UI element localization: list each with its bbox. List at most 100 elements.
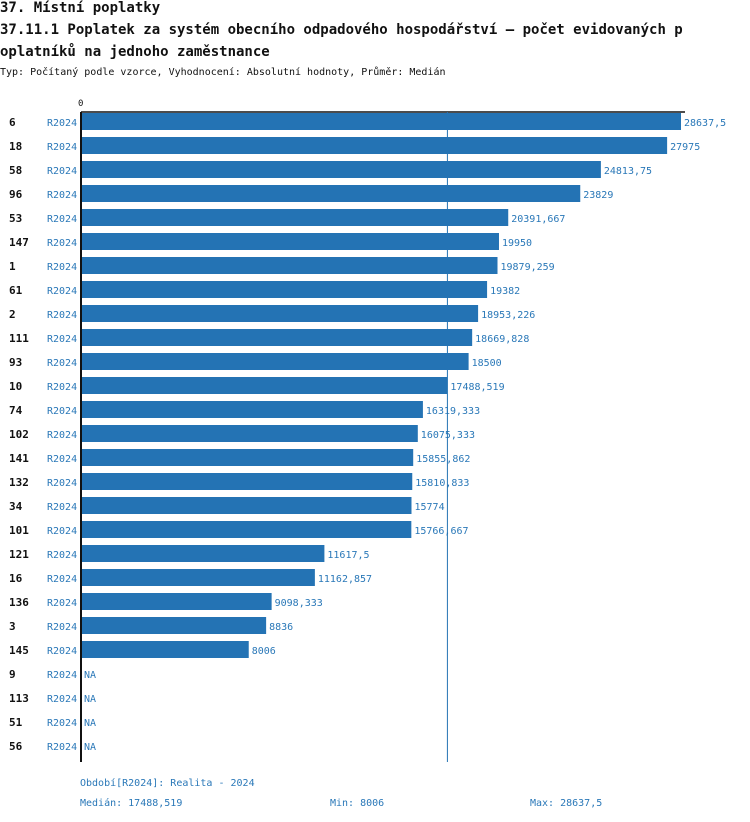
bar (81, 305, 479, 322)
row-id-label: 101 (9, 524, 29, 537)
bar (81, 593, 272, 610)
row-id-label: 147 (9, 236, 29, 249)
bar (81, 617, 267, 634)
bar (81, 449, 414, 466)
bar (81, 377, 448, 394)
row-period-label: R2024 (47, 406, 77, 417)
bar-value-label: 9098,333 (275, 598, 323, 609)
row-period-label: R2024 (47, 238, 77, 249)
bar (81, 641, 249, 658)
row-id-label: 141 (9, 452, 29, 465)
row-id-label: 96 (9, 188, 23, 201)
bar (81, 113, 681, 130)
row-id-label: 102 (9, 428, 29, 441)
row-id-label: 132 (9, 476, 29, 489)
bar-value-label: 11162,857 (318, 574, 372, 585)
row-period-label: R2024 (47, 214, 77, 225)
row-period-label: R2024 (47, 190, 77, 201)
bar-value-label: 20391,667 (511, 214, 565, 225)
bar-value-label: 24813,75 (604, 166, 652, 177)
bar (81, 281, 488, 298)
row-period-label: R2024 (47, 166, 77, 177)
row-period-label: R2024 (47, 598, 77, 609)
bar (81, 257, 498, 274)
bar-value-label: 27975 (670, 142, 700, 153)
bar-value-label: 17488,519 (450, 382, 504, 393)
row-period-label: R2024 (47, 382, 77, 393)
bar (81, 329, 473, 346)
row-id-label: 10 (9, 380, 22, 393)
row-period-label: R2024 (47, 262, 77, 273)
bar-value-label: 28637,5 (684, 118, 726, 129)
row-id-label: 145 (9, 644, 29, 657)
bar-value-label: NA (84, 718, 96, 729)
row-period-label: R2024 (47, 286, 77, 297)
row-id-label: 2 (9, 308, 16, 321)
row-period-label: R2024 (47, 142, 77, 153)
bar (81, 545, 325, 562)
bar-value-label: 18953,226 (481, 310, 535, 321)
row-id-label: 61 (9, 284, 23, 297)
row-period-label: R2024 (47, 574, 77, 585)
row-period-label: R2024 (47, 358, 77, 369)
bar (81, 473, 413, 490)
bar-value-label: 19382 (490, 286, 520, 297)
bar-value-label: 18669,828 (475, 334, 529, 345)
indicator-title-line2: oplatníků na jednoho zaměstnance (0, 44, 270, 60)
row-id-label: 1 (9, 260, 16, 273)
indicator-title-line1: 37.11.1 Poplatek za systém obecního odpa… (0, 22, 683, 38)
bar (81, 233, 499, 250)
bar (81, 401, 423, 418)
row-period-label: R2024 (47, 502, 77, 513)
row-period-label: R2024 (47, 718, 77, 729)
row-id-label: 6 (9, 116, 16, 129)
bar-value-label: 16319,333 (426, 406, 480, 417)
row-id-label: 18 (9, 140, 22, 153)
bar (81, 161, 601, 178)
row-period-label: R2024 (47, 526, 77, 537)
row-period-label: R2024 (47, 430, 77, 441)
bar-value-label: 8836 (269, 622, 293, 633)
row-id-label: 34 (9, 500, 23, 513)
row-id-label: 16 (9, 572, 23, 585)
row-period-label: R2024 (47, 670, 77, 681)
bar-value-label: NA (84, 670, 96, 681)
row-id-label: 111 (9, 332, 29, 345)
row-period-label: R2024 (47, 694, 77, 705)
bar-value-label: NA (84, 694, 96, 705)
footer-min: Min: 8006 (330, 798, 385, 809)
row-period-label: R2024 (47, 622, 77, 633)
bar (81, 353, 469, 370)
bar-value-label: 15810,833 (415, 478, 469, 489)
bar-value-label: 15774 (414, 502, 444, 513)
row-id-label: 3 (9, 620, 16, 633)
bar-value-label: 15766,667 (414, 526, 468, 537)
row-period-label: R2024 (47, 118, 77, 129)
bar-value-label: NA (84, 742, 96, 753)
section-title: 37. Místní poplatky (0, 0, 161, 16)
bar (81, 185, 581, 202)
row-id-label: 136 (9, 596, 29, 609)
row-id-label: 58 (9, 164, 22, 177)
chart-subtitle: Typ: Počítaný podle vzorce, Vyhodnocení:… (0, 67, 446, 78)
row-period-label: R2024 (47, 742, 77, 753)
bar (81, 569, 315, 586)
row-period-label: R2024 (47, 478, 77, 489)
row-id-label: 51 (9, 716, 23, 729)
bar-value-label: 19879,259 (501, 262, 555, 273)
bar-value-label: 23829 (583, 190, 613, 201)
row-id-label: 53 (9, 212, 22, 225)
axis-zero-label: 0 (78, 99, 83, 109)
footer-max: Max: 28637,5 (530, 798, 603, 809)
bar (81, 209, 509, 226)
row-id-label: 56 (9, 740, 23, 753)
row-id-label: 9 (9, 668, 16, 681)
bar (81, 521, 412, 538)
bar-value-label: 11617,5 (327, 550, 369, 561)
row-period-label: R2024 (47, 550, 77, 561)
row-period-label: R2024 (47, 310, 77, 321)
footer-median: Medián: 17488,519 (80, 798, 183, 809)
footer-period: Období[R2024]: Realita - 2024 (80, 778, 255, 789)
bar-value-label: 8006 (252, 646, 276, 657)
bar (81, 497, 412, 514)
